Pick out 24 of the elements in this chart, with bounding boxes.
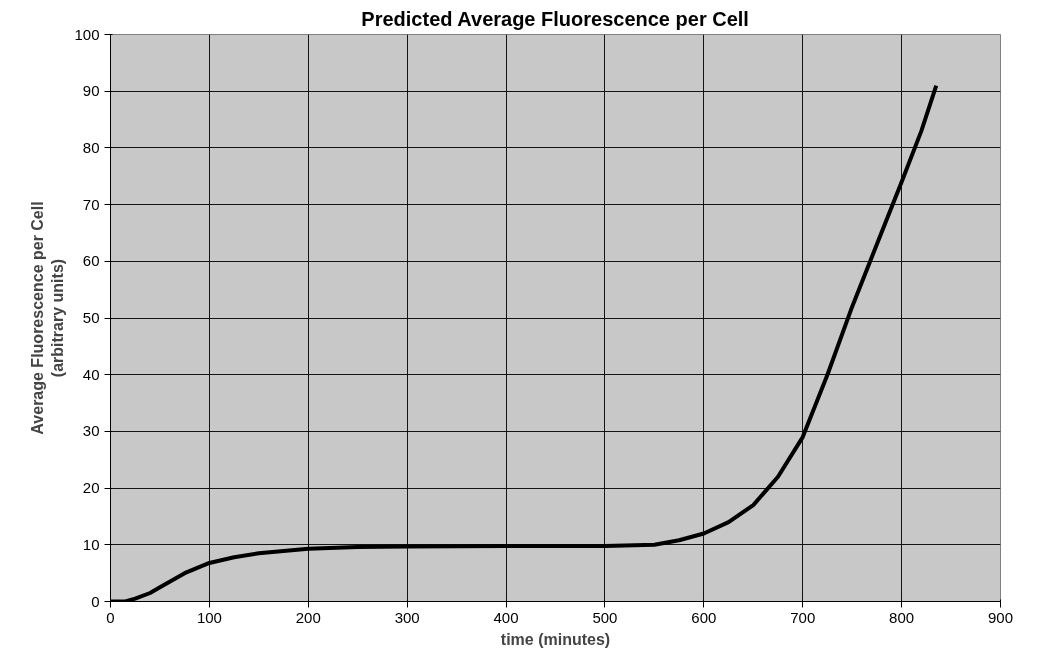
x-tick-label: 700 — [790, 608, 816, 626]
y-tick-label: 100 — [74, 25, 100, 43]
x-tick-label: 300 — [394, 608, 420, 626]
chart-title: Predicted Average Fluorescence per Cell — [361, 7, 749, 30]
y-axis-title: Average Fluorescence per Cell (arbitrary units) — [29, 201, 67, 435]
y-tick-label: 60 — [82, 252, 100, 270]
y-tick-label: 30 — [82, 422, 100, 440]
y-tick-label: 20 — [82, 479, 100, 497]
y-tick-label: 90 — [82, 82, 100, 100]
y-tick-label: 80 — [82, 138, 100, 156]
y-tick-label: 10 — [82, 535, 100, 553]
x-tick-label: 800 — [889, 608, 915, 626]
x-tick-label: 100 — [196, 608, 222, 626]
y-tick-label: 40 — [82, 365, 100, 383]
x-tick-label: 400 — [493, 608, 519, 626]
x-tick-label: 600 — [691, 608, 717, 626]
y-tick-label: 70 — [82, 195, 100, 213]
x-tick-label: 500 — [592, 608, 618, 626]
x-tick-label: 900 — [987, 608, 1014, 626]
y-tick-label: 0 — [91, 592, 100, 610]
x-axis-title: time (minutes) — [500, 630, 611, 648]
x-tick-label: 0 — [106, 608, 115, 626]
x-tick-label: 200 — [295, 608, 321, 626]
y-tick-label: 50 — [82, 309, 100, 326]
